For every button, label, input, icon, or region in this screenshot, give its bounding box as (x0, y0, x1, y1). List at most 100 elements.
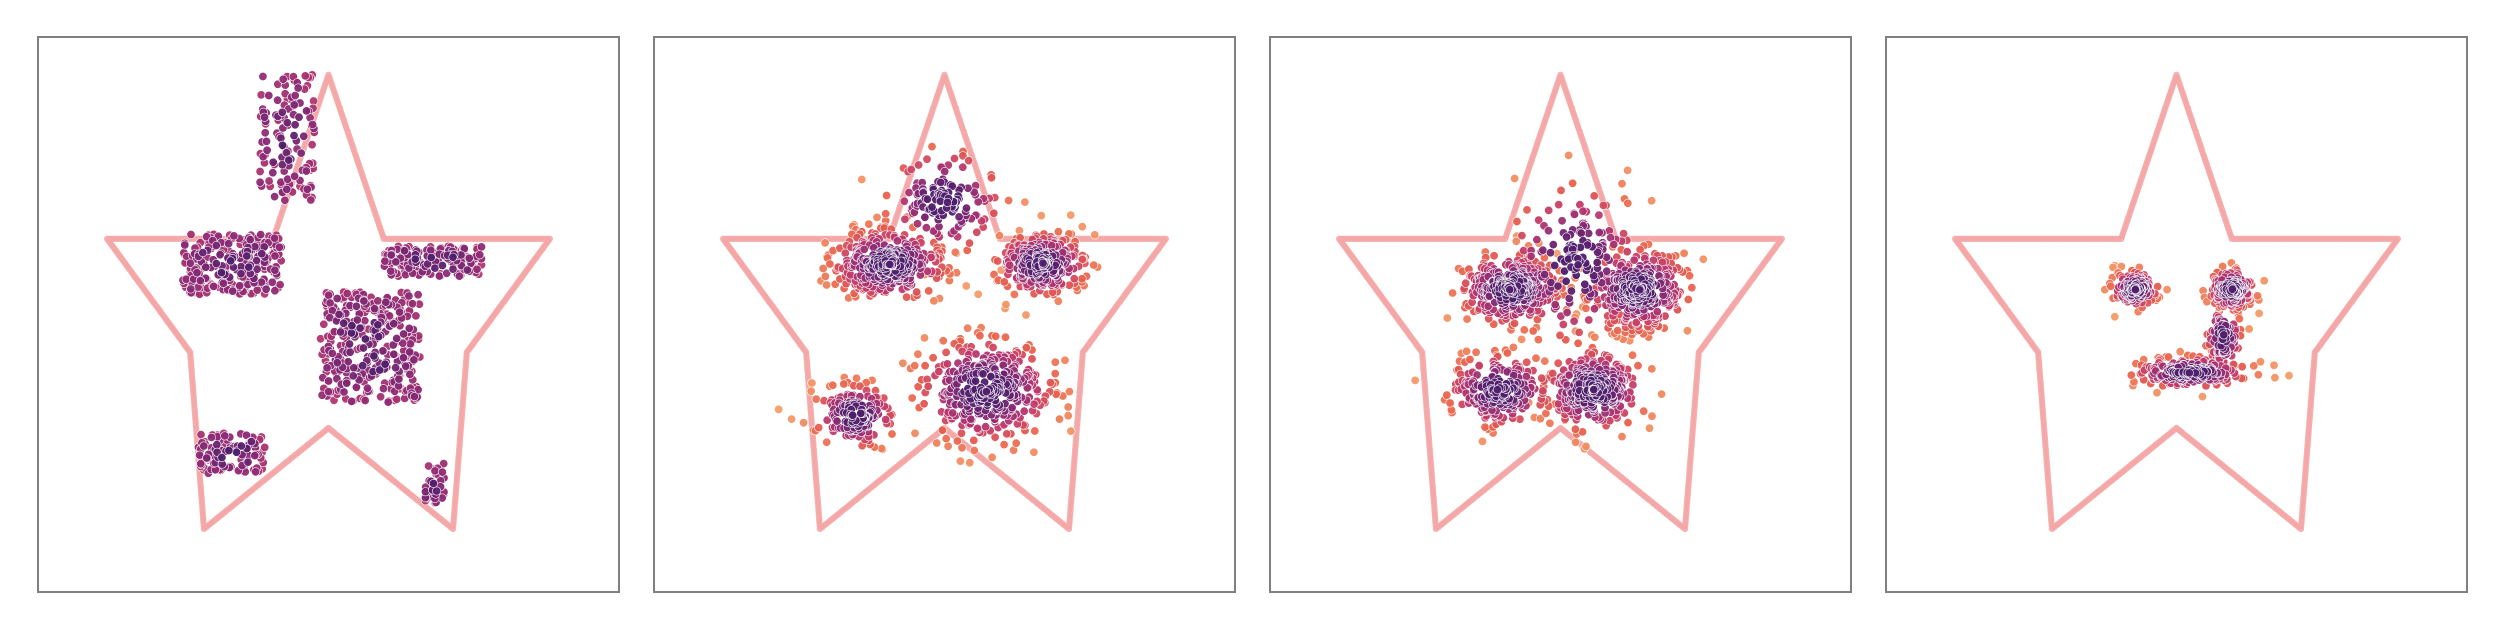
sample-point (1510, 318, 1520, 328)
sample-point (334, 309, 344, 319)
sample-point (1027, 354, 1037, 364)
sample-point (991, 331, 1001, 341)
sample-point (289, 131, 299, 141)
sample-point (243, 457, 253, 467)
sample-point (923, 381, 933, 391)
sample-point (1576, 228, 1586, 238)
sample-point (1019, 406, 1029, 416)
sample-point (430, 466, 440, 476)
sample-point (1060, 355, 1070, 365)
sample-point (975, 331, 985, 341)
sample-point (1562, 307, 1572, 317)
sample-point (1478, 436, 1488, 446)
sample-point (1647, 411, 1657, 421)
sample-point (339, 318, 349, 328)
sample-point (224, 445, 234, 455)
sample-point (373, 296, 383, 306)
sample-point (929, 296, 939, 306)
sample-point (1410, 375, 1420, 385)
sample-point (932, 438, 942, 448)
sample-point (1647, 364, 1657, 374)
sample-point (226, 256, 236, 266)
sample-point (1066, 210, 1076, 220)
sample-point (1623, 198, 1633, 208)
sample-point (378, 346, 388, 356)
sample-point (1517, 231, 1527, 241)
sample-point (428, 478, 438, 488)
sample-point (228, 286, 238, 296)
sample-point (274, 242, 284, 252)
sample-point (323, 387, 333, 397)
sample-point (822, 437, 832, 447)
sample-point (308, 120, 318, 130)
sample-point (293, 83, 303, 93)
sample-point (1050, 357, 1060, 367)
sample-point (921, 223, 931, 233)
sample-point (359, 296, 369, 306)
sample-point (324, 376, 334, 386)
sample-point (1090, 230, 1100, 240)
sample-point (267, 277, 277, 287)
sample-point (1046, 378, 1056, 388)
sample-point (273, 95, 283, 105)
sample-point (260, 442, 270, 452)
sample-point (1698, 254, 1708, 264)
sample-point (404, 291, 414, 301)
sample-point (1462, 314, 1472, 324)
sample-point (299, 131, 309, 141)
sample-point (270, 265, 280, 275)
sample-point (332, 293, 342, 303)
sample-point (278, 74, 288, 84)
sample-point (475, 250, 485, 260)
sample-point (322, 363, 332, 373)
sample-point (907, 393, 917, 403)
sample-point (999, 440, 1009, 450)
sample-point (941, 347, 951, 357)
sample-point (211, 241, 221, 251)
sample-point (1069, 274, 1079, 284)
sample-point (290, 120, 300, 130)
sample-point (1532, 235, 1542, 245)
sample-point (1550, 300, 1560, 310)
sample-point (938, 336, 948, 346)
sample-point (1679, 248, 1689, 258)
sample-point (1461, 278, 1471, 288)
sample-point (1000, 332, 1010, 342)
sample-point (202, 453, 212, 463)
sample-point (898, 358, 908, 368)
sample-point (250, 451, 260, 461)
sample-point (963, 323, 973, 333)
sample-point (922, 154, 932, 164)
sample-point (1584, 315, 1594, 325)
sample-point (902, 292, 912, 302)
sample-point (1548, 368, 1558, 378)
sample-point (244, 262, 254, 272)
sample-point (1581, 303, 1591, 313)
sample-point (924, 286, 934, 296)
sample-point (978, 369, 988, 379)
sample-point (186, 230, 196, 240)
sample-point (395, 307, 405, 317)
sample-point (927, 202, 937, 212)
sample-point (260, 128, 270, 138)
sample-point (224, 239, 234, 249)
sample-point (1517, 334, 1527, 344)
sample-point (378, 384, 388, 394)
sample-point (881, 209, 891, 219)
sample-point (332, 358, 342, 368)
sample-point (1089, 260, 1099, 270)
sample-point (969, 435, 979, 445)
sample-point (392, 333, 402, 343)
chart-panel-1 (37, 36, 620, 593)
sample-point (232, 447, 242, 457)
sample-point (899, 196, 909, 206)
sample-point (270, 251, 280, 261)
sample-point (1519, 325, 1529, 335)
sample-point (806, 386, 816, 396)
sample-point (389, 349, 399, 359)
sample-point (1442, 313, 1452, 323)
sample-point (1569, 316, 1579, 326)
sample-point (1557, 216, 1567, 226)
sample-point (948, 408, 958, 418)
sample-point (989, 208, 999, 218)
